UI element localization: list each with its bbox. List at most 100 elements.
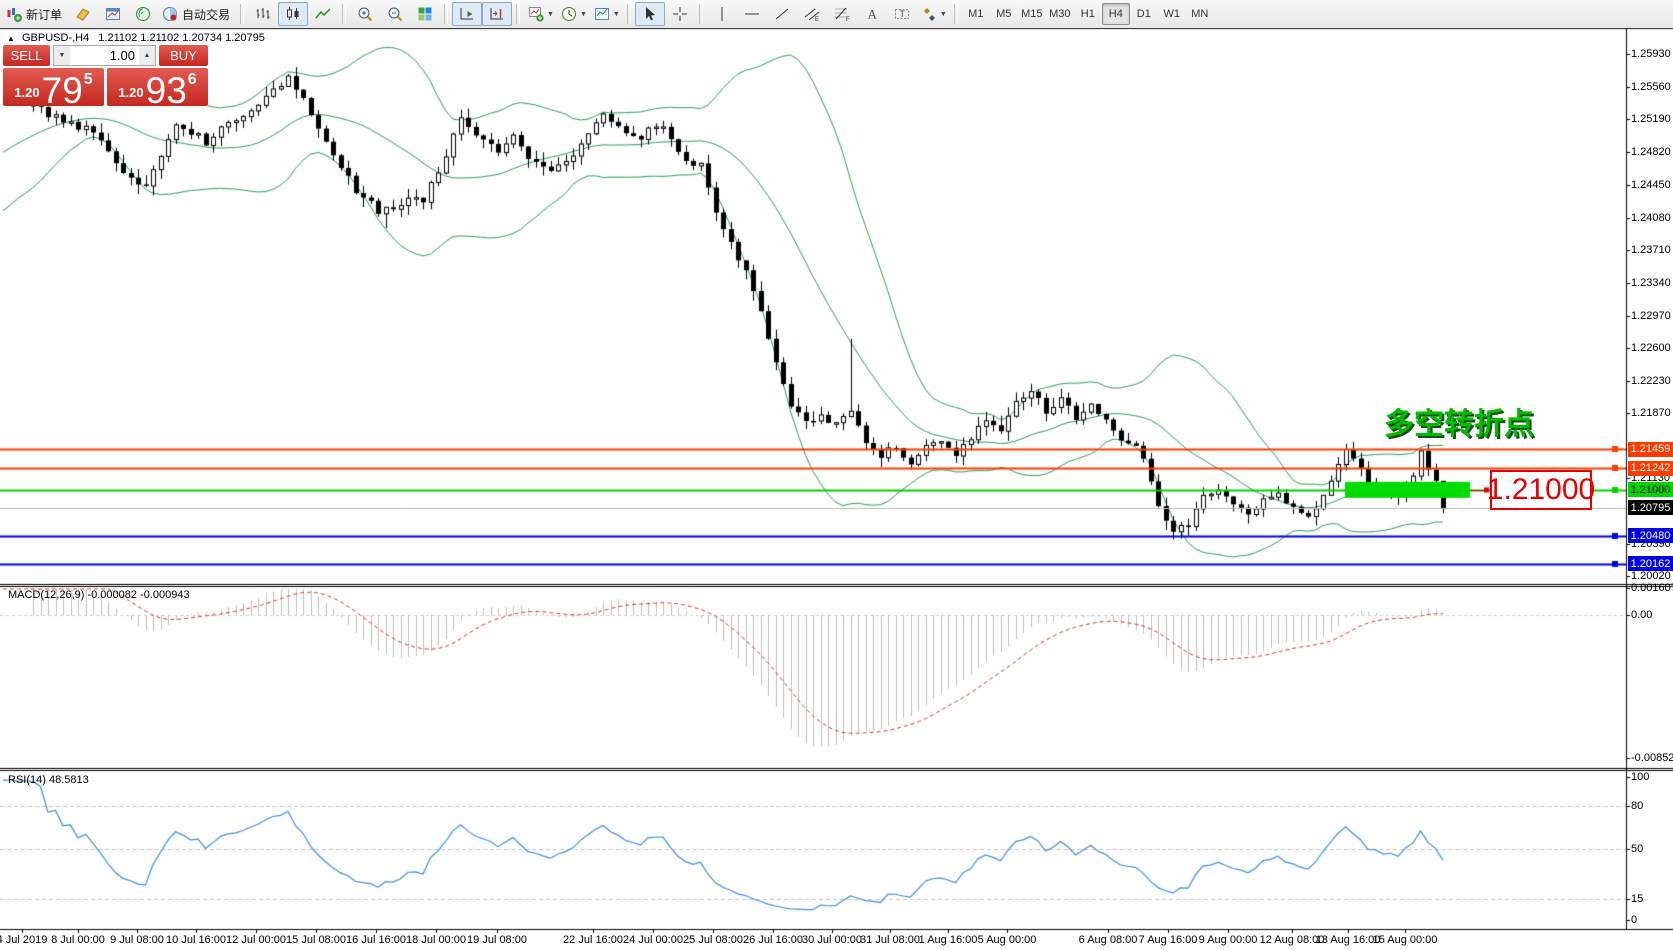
volume-increase-button[interactable]: ▲ — [139, 46, 155, 65]
fibonacci-button[interactable]: F — [827, 2, 857, 26]
sell-price[interactable]: 1.20 79 5 — [3, 68, 104, 109]
vline-icon — [713, 5, 731, 23]
time-axis-label: 24 Jul 00:00 — [623, 934, 683, 946]
svg-text:F: F — [846, 17, 850, 23]
chevron-down-icon[interactable]: ▼ — [579, 10, 587, 18]
timeframe-h1-button[interactable]: H1 — [1080, 8, 1095, 20]
text-a-icon: A — [863, 5, 881, 23]
timeframe-m5-button[interactable]: M5 — [996, 8, 1012, 20]
line-chart-icon — [314, 5, 332, 23]
book-icon — [74, 5, 92, 23]
new-order-icon — [5, 5, 23, 23]
collapse-chart-icon[interactable]: ▲ — [7, 34, 15, 43]
buy-button[interactable]: BUY — [159, 45, 208, 66]
channel-icon: E — [803, 5, 821, 23]
text-button[interactable]: A — [857, 2, 887, 26]
timeframe-mn-button[interactable]: MN — [1191, 8, 1209, 20]
candlestick-chart-button[interactable] — [278, 2, 309, 26]
profiles-icon[interactable] — [98, 2, 128, 26]
sound-alerts-icon[interactable] — [128, 2, 158, 26]
time-axis-label: 12 Aug 08:00 — [1259, 934, 1325, 946]
price-tick-label: 1.21870 — [1631, 406, 1671, 419]
ohlc-values: 1.21102 1.21102 1.20734 1.20795 — [98, 32, 265, 44]
symbol-period-label: GBPUSD-,H4 — [21, 32, 90, 44]
price-line-badge: 1.20162 — [1628, 556, 1673, 572]
zoom-out-button[interactable] — [380, 2, 410, 26]
price-line-badge: 1.20795 — [1628, 500, 1673, 516]
sell-price-pip: 5 — [83, 71, 93, 88]
crosshair-button[interactable] — [665, 2, 695, 26]
price-tick-label: 1.25190 — [1631, 113, 1671, 126]
indicators-button[interactable]: ▼ — [524, 2, 557, 26]
svg-text:T: T — [899, 9, 905, 19]
timeframe-d1-button[interactable]: D1 — [1136, 8, 1151, 20]
time-axis-label: 19 Jul 08:00 — [467, 934, 527, 946]
macd-axis-label: 0.00 — [1631, 609, 1653, 621]
arrows-button[interactable]: ▼ — [917, 2, 950, 26]
timeframe-h4-button[interactable]: H4 — [1101, 3, 1130, 25]
svg-text:A: A — [867, 7, 877, 22]
shift-icon — [488, 5, 506, 23]
trendline-button[interactable] — [767, 2, 797, 26]
macd-indicator-label: MACD(12,26,9) -0.000082 -0.000943 — [8, 589, 190, 601]
label-button[interactable]: T — [887, 2, 917, 26]
bar-chart-button[interactable] — [248, 2, 278, 26]
volume-spinner: ▼ ▲ — [53, 45, 156, 66]
toolbar-separator — [240, 4, 245, 24]
price-tick-label: 1.25560 — [1631, 80, 1671, 93]
periods-button[interactable]: ▼ — [557, 2, 590, 26]
clock-icon — [560, 5, 578, 23]
time-axis-label: 7 Aug 16:00 — [1138, 934, 1198, 946]
vertical-line-button[interactable] — [707, 2, 737, 26]
time-axis-label: 10 Jul 16:00 — [166, 934, 226, 946]
time-axis-label: 26 Jul 16:00 — [743, 934, 803, 946]
templates-button[interactable]: ▼ — [590, 2, 623, 26]
shapes-icon — [920, 5, 938, 23]
chevron-down-icon[interactable]: ▼ — [547, 10, 554, 18]
rsi-axis-label: 50 — [1631, 842, 1644, 855]
time-axis-label: 30 Jul 00:00 — [802, 934, 862, 946]
cursor-button[interactable] — [634, 2, 665, 26]
sell-button[interactable]: SELL — [3, 45, 50, 66]
channel-button[interactable]: E — [797, 2, 827, 26]
price-tick-label: 1.25930 — [1631, 48, 1671, 61]
rsi-axis-label: 80 — [1631, 799, 1644, 812]
one-click-trade-panel: SELL ▼ ▲ BUY 1.20 79 5 1.20 93 6 — [3, 45, 208, 109]
price-line-badge: 1.20480 — [1628, 528, 1673, 544]
chart-annotation-text[interactable]: 多空转折点 — [1384, 408, 1534, 441]
autotrading-button[interactable]: 自动交易 — [158, 2, 236, 26]
new-chart-icon[interactable] — [68, 2, 98, 26]
chevron-down-icon[interactable]: ▼ — [612, 10, 620, 18]
new-order-button[interactable]: 新订单 — [2, 2, 68, 26]
buy-price[interactable]: 1.20 93 6 — [107, 68, 208, 109]
price-tick-label: 1.24080 — [1631, 211, 1671, 224]
time-axis-label: 5 Aug 00:00 — [977, 934, 1037, 946]
horizontal-line-button[interactable] — [737, 2, 767, 26]
timeframe-m1-button[interactable]: M1 — [968, 8, 984, 20]
time-axis-label: 9 Jul 08:00 — [110, 934, 164, 946]
chevron-down-icon[interactable]: ▼ — [939, 10, 947, 18]
time-axis-label: 9 Aug 00:00 — [1198, 934, 1258, 946]
tile-windows-button[interactable] — [410, 2, 440, 26]
timeframe-w1-button[interactable]: W1 — [1163, 8, 1181, 20]
time-axis-label: 4 Jul 2019 — [0, 934, 48, 946]
crosshair-icon — [671, 5, 689, 23]
price-callout-box[interactable]: 1.21000 — [1487, 469, 1595, 510]
zoom-in-button[interactable] — [350, 2, 380, 26]
indicators-icon — [527, 5, 545, 23]
macd-axis-label: -0.008522 — [1631, 752, 1673, 764]
time-axis-label: 25 Jul 08:00 — [683, 934, 743, 946]
timeframe-m30-button[interactable]: M30 — [1049, 8, 1071, 20]
price-tick-label: 1.20020 — [1631, 570, 1671, 583]
toolbar-separator — [342, 4, 347, 24]
volume-input[interactable] — [70, 46, 139, 65]
auto-scroll-button[interactable] — [452, 2, 483, 26]
volume-decrease-button[interactable]: ▼ — [54, 46, 70, 65]
line-chart-button[interactable] — [308, 2, 338, 26]
rsi-indicator-label: RSI(14) 48.5813 — [8, 774, 89, 786]
timeframe-m15-button[interactable]: M15 — [1021, 8, 1043, 20]
scroll-end-icon — [458, 5, 476, 23]
chart-shift-button[interactable] — [482, 2, 513, 26]
toolbar-separator — [953, 4, 958, 24]
